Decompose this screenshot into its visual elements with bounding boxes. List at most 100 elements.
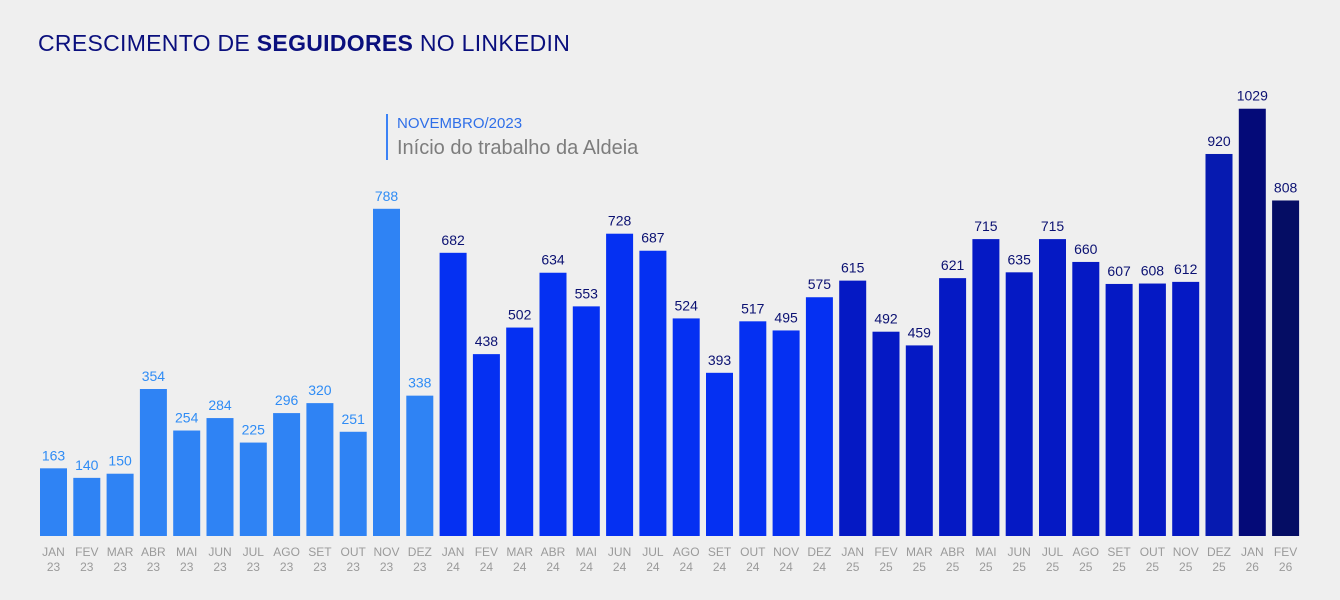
x-tick-year: 23 <box>413 560 427 574</box>
bar <box>539 272 567 536</box>
x-tick-month: FEV <box>75 545 98 559</box>
bar <box>639 250 667 536</box>
x-tick-year: 24 <box>680 560 694 574</box>
bar <box>1205 153 1233 536</box>
x-tick-month: JAN <box>42 545 65 559</box>
data-label: 608 <box>1141 263 1165 279</box>
data-label: 140 <box>75 457 99 473</box>
x-tick-year: 24 <box>746 560 760 574</box>
x-tick-month: JUL <box>642 545 664 559</box>
x-tick-year: 24 <box>613 560 627 574</box>
x-tick-year: 24 <box>446 560 460 574</box>
data-label: 320 <box>308 382 332 398</box>
data-label: 687 <box>641 230 665 246</box>
x-tick-year: 23 <box>113 560 127 574</box>
data-label: 634 <box>541 252 565 268</box>
x-tick-month: JAN <box>841 545 864 559</box>
x-tick-year: 25 <box>1146 560 1160 574</box>
bar <box>672 318 700 536</box>
x-tick-month: FEV <box>874 545 897 559</box>
bar <box>772 330 800 536</box>
x-tick-month: JUN <box>1008 545 1031 559</box>
bar <box>1072 261 1100 536</box>
x-tick-month: JUN <box>608 545 631 559</box>
x-tick-year: 24 <box>480 560 494 574</box>
x-tick-month: DEZ <box>1207 545 1231 559</box>
bar <box>206 418 234 536</box>
x-tick-year: 23 <box>180 560 194 574</box>
data-label: 615 <box>841 260 865 276</box>
x-tick-year: 24 <box>580 560 594 574</box>
data-label: 808 <box>1274 179 1298 195</box>
x-tick-month: MAR <box>906 545 933 559</box>
x-tick-year: 24 <box>713 560 727 574</box>
data-label: 459 <box>908 324 932 340</box>
data-label: 524 <box>675 297 699 313</box>
x-tick-year: 25 <box>946 560 960 574</box>
x-tick-month: OUT <box>740 545 766 559</box>
x-tick-month: MAI <box>176 545 197 559</box>
data-label: 788 <box>375 188 399 204</box>
data-label: 251 <box>342 411 366 427</box>
data-label: 660 <box>1074 241 1098 257</box>
data-label: 715 <box>1041 218 1065 234</box>
x-tick-year: 23 <box>313 560 327 574</box>
x-tick-year: 23 <box>213 560 227 574</box>
data-label: 575 <box>808 276 832 292</box>
x-tick-year: 23 <box>147 560 161 574</box>
bar <box>239 442 267 536</box>
data-label: 517 <box>741 300 765 316</box>
bar <box>40 468 67 536</box>
x-tick-month: DEZ <box>408 545 432 559</box>
x-tick-year: 23 <box>247 560 261 574</box>
x-tick-month: MAI <box>975 545 996 559</box>
bar <box>173 430 201 536</box>
chart-title: CRESCIMENTO DE SEGUIDORES NO LINKEDIN <box>38 30 571 56</box>
x-tick-year: 25 <box>1013 560 1027 574</box>
x-tick-year: 23 <box>80 560 94 574</box>
data-label: 354 <box>142 368 166 384</box>
bar <box>839 280 867 536</box>
bar <box>905 345 933 536</box>
data-label: 502 <box>508 307 532 323</box>
bar <box>139 389 167 536</box>
x-tick-year: 25 <box>1179 560 1193 574</box>
x-tick-year: 24 <box>513 560 527 574</box>
x-tick-year: 25 <box>913 560 927 574</box>
x-tick-month: JUL <box>243 545 265 559</box>
data-label: 553 <box>575 285 599 301</box>
x-tick-month: NOV <box>1173 545 1199 559</box>
x-tick-year: 24 <box>813 560 827 574</box>
bar <box>306 403 334 536</box>
x-tick-month: ABR <box>940 545 965 559</box>
bar <box>872 331 900 536</box>
bar <box>572 306 600 536</box>
x-tick-year: 25 <box>979 560 993 574</box>
x-tick-month: JAN <box>1241 545 1264 559</box>
x-tick-month: FEV <box>1274 545 1297 559</box>
x-tick-year: 25 <box>1046 560 1060 574</box>
x-tick-month: ABR <box>141 545 166 559</box>
data-label: 296 <box>275 392 299 408</box>
x-tick-month: MAR <box>107 545 134 559</box>
bar <box>273 413 301 536</box>
x-tick-year: 23 <box>380 560 394 574</box>
x-tick-year: 23 <box>47 560 61 574</box>
bar <box>706 372 733 536</box>
bar <box>972 239 1000 536</box>
bar <box>472 354 500 536</box>
x-tick-year: 24 <box>546 560 560 574</box>
bar <box>805 297 833 536</box>
data-label: 607 <box>1107 263 1131 279</box>
x-tick-month: MAI <box>576 545 597 559</box>
bar <box>1238 108 1266 536</box>
bar <box>1105 283 1133 536</box>
data-label: 728 <box>608 213 632 229</box>
bar <box>439 252 467 536</box>
x-tick-month: SET <box>308 545 332 559</box>
x-tick-month: JUL <box>1042 545 1064 559</box>
x-tick-month: NOV <box>773 545 799 559</box>
x-tick-year: 25 <box>879 560 893 574</box>
x-tick-month: DEZ <box>807 545 831 559</box>
